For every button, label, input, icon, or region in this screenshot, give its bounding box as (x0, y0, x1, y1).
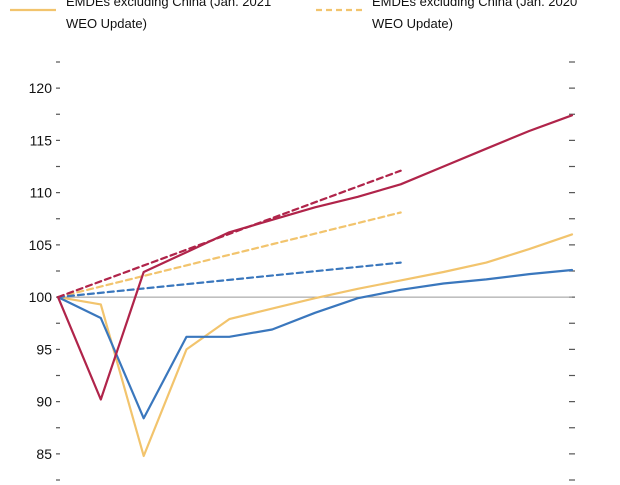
y-tick-label-115: 115 (30, 132, 53, 148)
y-tick-label-110: 110 (30, 185, 53, 201)
y-tick-label-95: 95 (36, 341, 52, 357)
legend-label-1-line1: EMDEs excluding China (Jan. 2021 (66, 0, 271, 9)
series-line-3 (56, 268, 574, 420)
series-line-4 (56, 261, 402, 299)
y-tick-label-105: 105 (29, 237, 53, 253)
y-tick-label-85: 85 (36, 446, 52, 462)
y-tick-label-100: 100 (29, 289, 53, 305)
series-line-6 (56, 169, 402, 299)
legend-label-2-line2: WEO Update) (372, 16, 453, 31)
series-line-5 (56, 114, 574, 401)
legend-label-1-line2: WEO Update) (66, 16, 147, 31)
y-tick-label-90: 90 (36, 394, 52, 410)
series-group (56, 114, 574, 458)
legend-label-2-line1: EMDEs excluding China (Jan. 2020 (372, 0, 577, 9)
y-tick-label-120: 120 (29, 80, 53, 96)
series-line-1 (56, 233, 574, 458)
left-axis-ticks: 85 90 95 100 105 110 115 120 (29, 61, 60, 481)
series-line-2 (56, 211, 402, 299)
legend: EMDEs excluding China (Jan. 2021 WEO Upda… (10, 0, 577, 31)
right-axis-ticks (569, 61, 575, 481)
